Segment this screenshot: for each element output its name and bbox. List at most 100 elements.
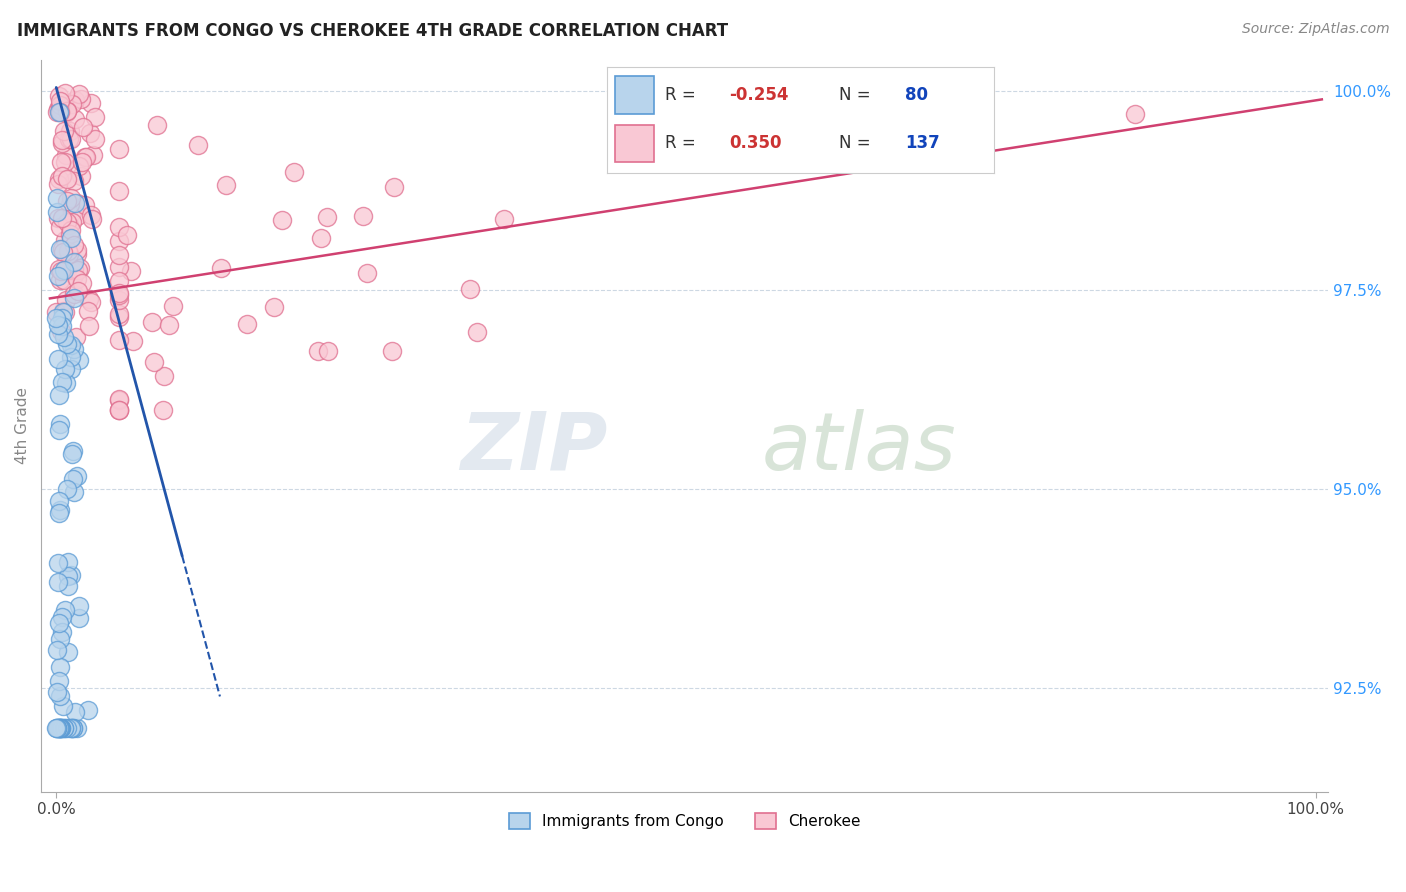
Point [108, 392, 131, 406]
Point [51, 136, 73, 150]
Point [48, 721, 70, 735]
Point [60, 204, 83, 219]
Point [108, 184, 131, 198]
Point [157, 318, 180, 332]
Point [108, 247, 131, 261]
Point [59, 350, 82, 364]
Point [108, 219, 131, 234]
Point [80, 96, 103, 111]
Point [58, 645, 80, 659]
Point [48, 417, 70, 432]
Point [51, 133, 73, 147]
Point [51, 211, 73, 225]
Point [62, 268, 84, 282]
Point [70, 169, 93, 183]
Point [108, 402, 131, 417]
Point [65, 246, 87, 260]
Point [60, 96, 83, 111]
Point [48, 172, 70, 186]
Point [458, 282, 481, 296]
Point [51, 319, 73, 334]
Point [187, 138, 209, 153]
Point [146, 119, 169, 133]
Point [53, 721, 76, 735]
Point [45, 191, 67, 205]
Point [63, 287, 86, 301]
Point [63, 261, 86, 276]
Point [48, 689, 70, 703]
Point [55, 148, 77, 162]
Point [49, 721, 72, 735]
Point [56, 579, 79, 593]
Point [108, 142, 131, 156]
Point [108, 260, 131, 274]
Point [214, 178, 236, 192]
Point [108, 307, 131, 321]
Point [51, 242, 73, 256]
Point [352, 209, 374, 223]
Point [48, 388, 70, 402]
Point [48, 89, 70, 103]
Point [77, 292, 100, 306]
Point [84, 132, 107, 146]
Text: IMMIGRANTS FROM CONGO VS CHEROKEE 4TH GRADE CORRELATION CHART: IMMIGRANTS FROM CONGO VS CHEROKEE 4TH GR… [17, 22, 728, 40]
Point [53, 87, 76, 101]
Point [46, 105, 69, 120]
Point [60, 263, 83, 277]
Point [62, 472, 84, 486]
Point [108, 402, 131, 417]
Point [46, 574, 69, 589]
Point [65, 330, 87, 344]
Point [108, 293, 131, 308]
Point [53, 603, 76, 617]
Point [63, 254, 86, 268]
Point [48, 423, 70, 437]
Point [58, 569, 80, 583]
Point [52, 263, 75, 277]
Point [465, 325, 488, 339]
Point [46, 102, 69, 116]
Point [59, 197, 82, 211]
Point [141, 315, 163, 329]
Point [80, 294, 103, 309]
Point [63, 343, 86, 357]
Point [52, 304, 75, 318]
Point [271, 212, 294, 227]
Point [52, 245, 75, 260]
Point [67, 159, 90, 173]
Point [48, 104, 70, 119]
Point [72, 120, 94, 134]
Point [55, 293, 77, 307]
Point [52, 699, 75, 714]
Point [143, 355, 166, 369]
Point [48, 261, 70, 276]
Point [46, 211, 69, 226]
Point [122, 334, 145, 349]
Point [60, 230, 83, 244]
Point [52, 721, 75, 735]
Text: ZIP: ZIP [460, 409, 607, 487]
Point [82, 148, 104, 162]
Point [49, 503, 72, 517]
Point [108, 392, 131, 407]
Point [49, 220, 72, 235]
Point [60, 223, 83, 237]
Point [45, 304, 67, 318]
Point [48, 721, 70, 735]
Point [66, 209, 89, 223]
Point [115, 228, 138, 243]
Point [67, 353, 90, 368]
Point [283, 165, 305, 179]
Point [66, 284, 89, 298]
Point [55, 376, 77, 391]
Point [62, 721, 84, 735]
Point [60, 215, 83, 229]
Point [51, 310, 73, 325]
Point [77, 303, 100, 318]
Point [58, 244, 80, 259]
Point [63, 174, 86, 188]
Point [58, 218, 80, 232]
Point [49, 264, 72, 278]
Point [59, 124, 82, 138]
Point [209, 261, 232, 276]
